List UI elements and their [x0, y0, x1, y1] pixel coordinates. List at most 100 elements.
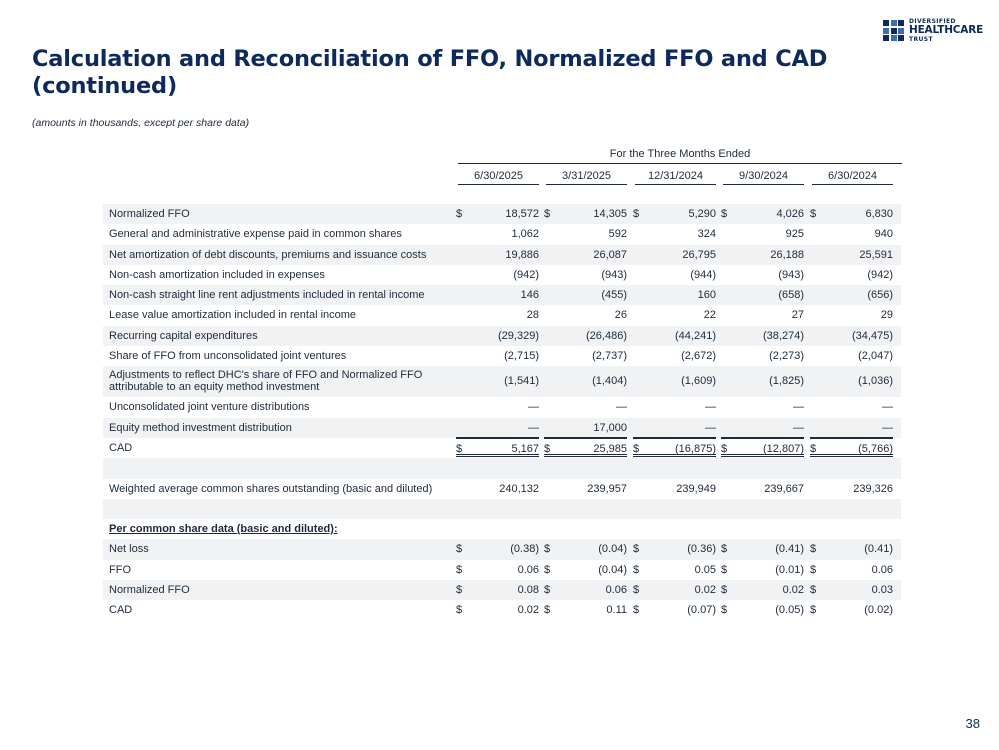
table-cell: —: [810, 397, 893, 417]
period-header: 6/30/2025: [458, 170, 539, 185]
cell-value: 0.02: [517, 604, 539, 617]
cell-value: (0.05): [775, 604, 804, 617]
currency-symbol: $: [544, 208, 551, 220]
cell-value: 0.05: [694, 563, 716, 576]
cell-value: 26,795: [682, 248, 716, 261]
cell-value: 0.11: [606, 604, 627, 617]
table-cell: $0.03: [810, 580, 893, 600]
table-row: Net amortization of debt discounts, prem…: [103, 244, 901, 265]
table-row: Equity method investment distribution — 17…: [103, 417, 901, 438]
cell-value: —: [705, 421, 716, 434]
cell-value: 29: [880, 309, 893, 322]
table-cell: 25,591: [810, 245, 893, 265]
table-cell: $25,985: [544, 437, 627, 458]
currency-symbol: $: [544, 604, 551, 617]
cell-value: —: [528, 401, 539, 414]
cell-value: 25,591: [859, 248, 893, 261]
cell-value: 19,886: [505, 248, 539, 261]
logo-line2: HEALTHCARE: [909, 24, 984, 36]
table-cell: $ (0.41): [810, 539, 893, 559]
row-label: Net loss: [109, 543, 149, 556]
table-cell: $0.02: [633, 580, 716, 600]
logo-mark-icon: [883, 20, 904, 41]
currency-symbol: $: [633, 563, 640, 576]
table-cell: —: [810, 418, 893, 438]
cell-value: (942): [867, 268, 893, 281]
row-label: FFO: [109, 563, 131, 576]
currency-symbol: $: [721, 584, 728, 597]
table-cell: —: [456, 397, 539, 417]
cell-value: (2,715): [504, 350, 539, 363]
cell-value: 0.06: [517, 563, 539, 576]
currency-symbol: $: [810, 442, 817, 455]
table-cell: 925: [721, 224, 804, 244]
row-spacer: [103, 458, 901, 479]
cell-value: 925: [785, 228, 804, 241]
currency-symbol: $: [456, 208, 463, 220]
cell-value: 239,949: [676, 482, 716, 495]
table-row: Net loss $ (0.38) $ (0.04) $ (0.36) $ (0.41) $ (0.…: [103, 539, 901, 560]
table-cell: 19,886: [456, 245, 539, 265]
cell-value: (38,274): [763, 329, 804, 342]
cell-value: 26,087: [593, 248, 627, 261]
table-cell: (38,274): [721, 326, 804, 346]
cell-value: 1,062: [511, 228, 539, 241]
cell-value: (0.02): [864, 604, 893, 617]
cell-value: 239,667: [764, 482, 804, 495]
period-group-header: For the Three Months Ended: [458, 148, 902, 164]
cell-value: (2,737): [592, 350, 627, 363]
row-label: Recurring capital expenditures: [109, 329, 258, 342]
table-row: CAD $0.02 $0.11 $ (0.07) $ (0.05) $ (0.02): [103, 600, 901, 620]
row-label: Per common share data (basic and diluted…: [109, 523, 338, 536]
cell-value: 17,000: [593, 421, 627, 434]
page-title: Calculation and Reconciliation of FFO, N…: [32, 46, 828, 99]
table-cell: 592: [544, 224, 627, 244]
units-note: (amounts in thousands, except per share …: [32, 117, 250, 129]
cell-value: (943): [778, 268, 804, 281]
row-label: CAD: [109, 604, 133, 617]
row-label: General and administrative expense paid …: [109, 228, 402, 241]
currency-symbol: $: [810, 584, 817, 597]
table-cell: —: [633, 397, 716, 417]
currency-symbol: $: [456, 442, 463, 455]
table-cell: $0.06: [544, 580, 627, 600]
table-row: CAD $5,167 $25,985 $ (16,875) $ (12,807) $ (5,76…: [103, 437, 901, 458]
table-cell: —: [456, 418, 539, 438]
period-header: 9/30/2024: [723, 170, 804, 185]
table-cell: 26,087: [544, 245, 627, 265]
table-cell: 146: [456, 285, 539, 305]
table-row: Non-cash amortization included in expens…: [103, 265, 901, 285]
cell-value: (0.41): [775, 543, 804, 556]
cell-value: (5,766): [858, 442, 893, 455]
row-label: Share of FFO from unconsolidated joint v…: [109, 350, 347, 363]
table-cell: 22: [633, 305, 716, 325]
table-cell: $14,305: [544, 204, 627, 224]
table-cell: (2,672): [633, 346, 716, 366]
table-cell: $ (0.04): [544, 560, 627, 580]
cell-value: 28: [526, 309, 539, 322]
table-cell: $0.11: [544, 600, 627, 620]
currency-symbol: $: [810, 563, 817, 576]
cell-value: 14,305: [593, 208, 627, 220]
cell-value: 18,572: [505, 208, 539, 220]
table-cell: (658): [721, 285, 804, 305]
currency-symbol: $: [810, 604, 817, 617]
table-cell: $0.06: [456, 560, 539, 580]
table-cell: 940: [810, 224, 893, 244]
table-cell: 26,795: [633, 245, 716, 265]
cell-value: (656): [867, 289, 893, 302]
table-cell: (1,036): [810, 366, 893, 397]
cell-value: —: [882, 421, 893, 434]
cell-value: (0.41): [864, 543, 893, 556]
table-cell: (1,404): [544, 366, 627, 397]
table-cell: $0.05: [633, 560, 716, 580]
cell-value: —: [616, 401, 627, 414]
group-header-label: For the Three Months Ended: [458, 148, 902, 164]
cell-value: (0.38): [510, 543, 539, 556]
currency-symbol: $: [544, 563, 551, 576]
table-cell: $0.06: [810, 560, 893, 580]
row-label: Lease value amortization included in ren…: [109, 309, 357, 322]
currency-symbol: $: [456, 604, 463, 617]
section-header-row: Per common share data (basic and diluted…: [103, 519, 901, 539]
cell-value: (0.04): [598, 563, 627, 576]
